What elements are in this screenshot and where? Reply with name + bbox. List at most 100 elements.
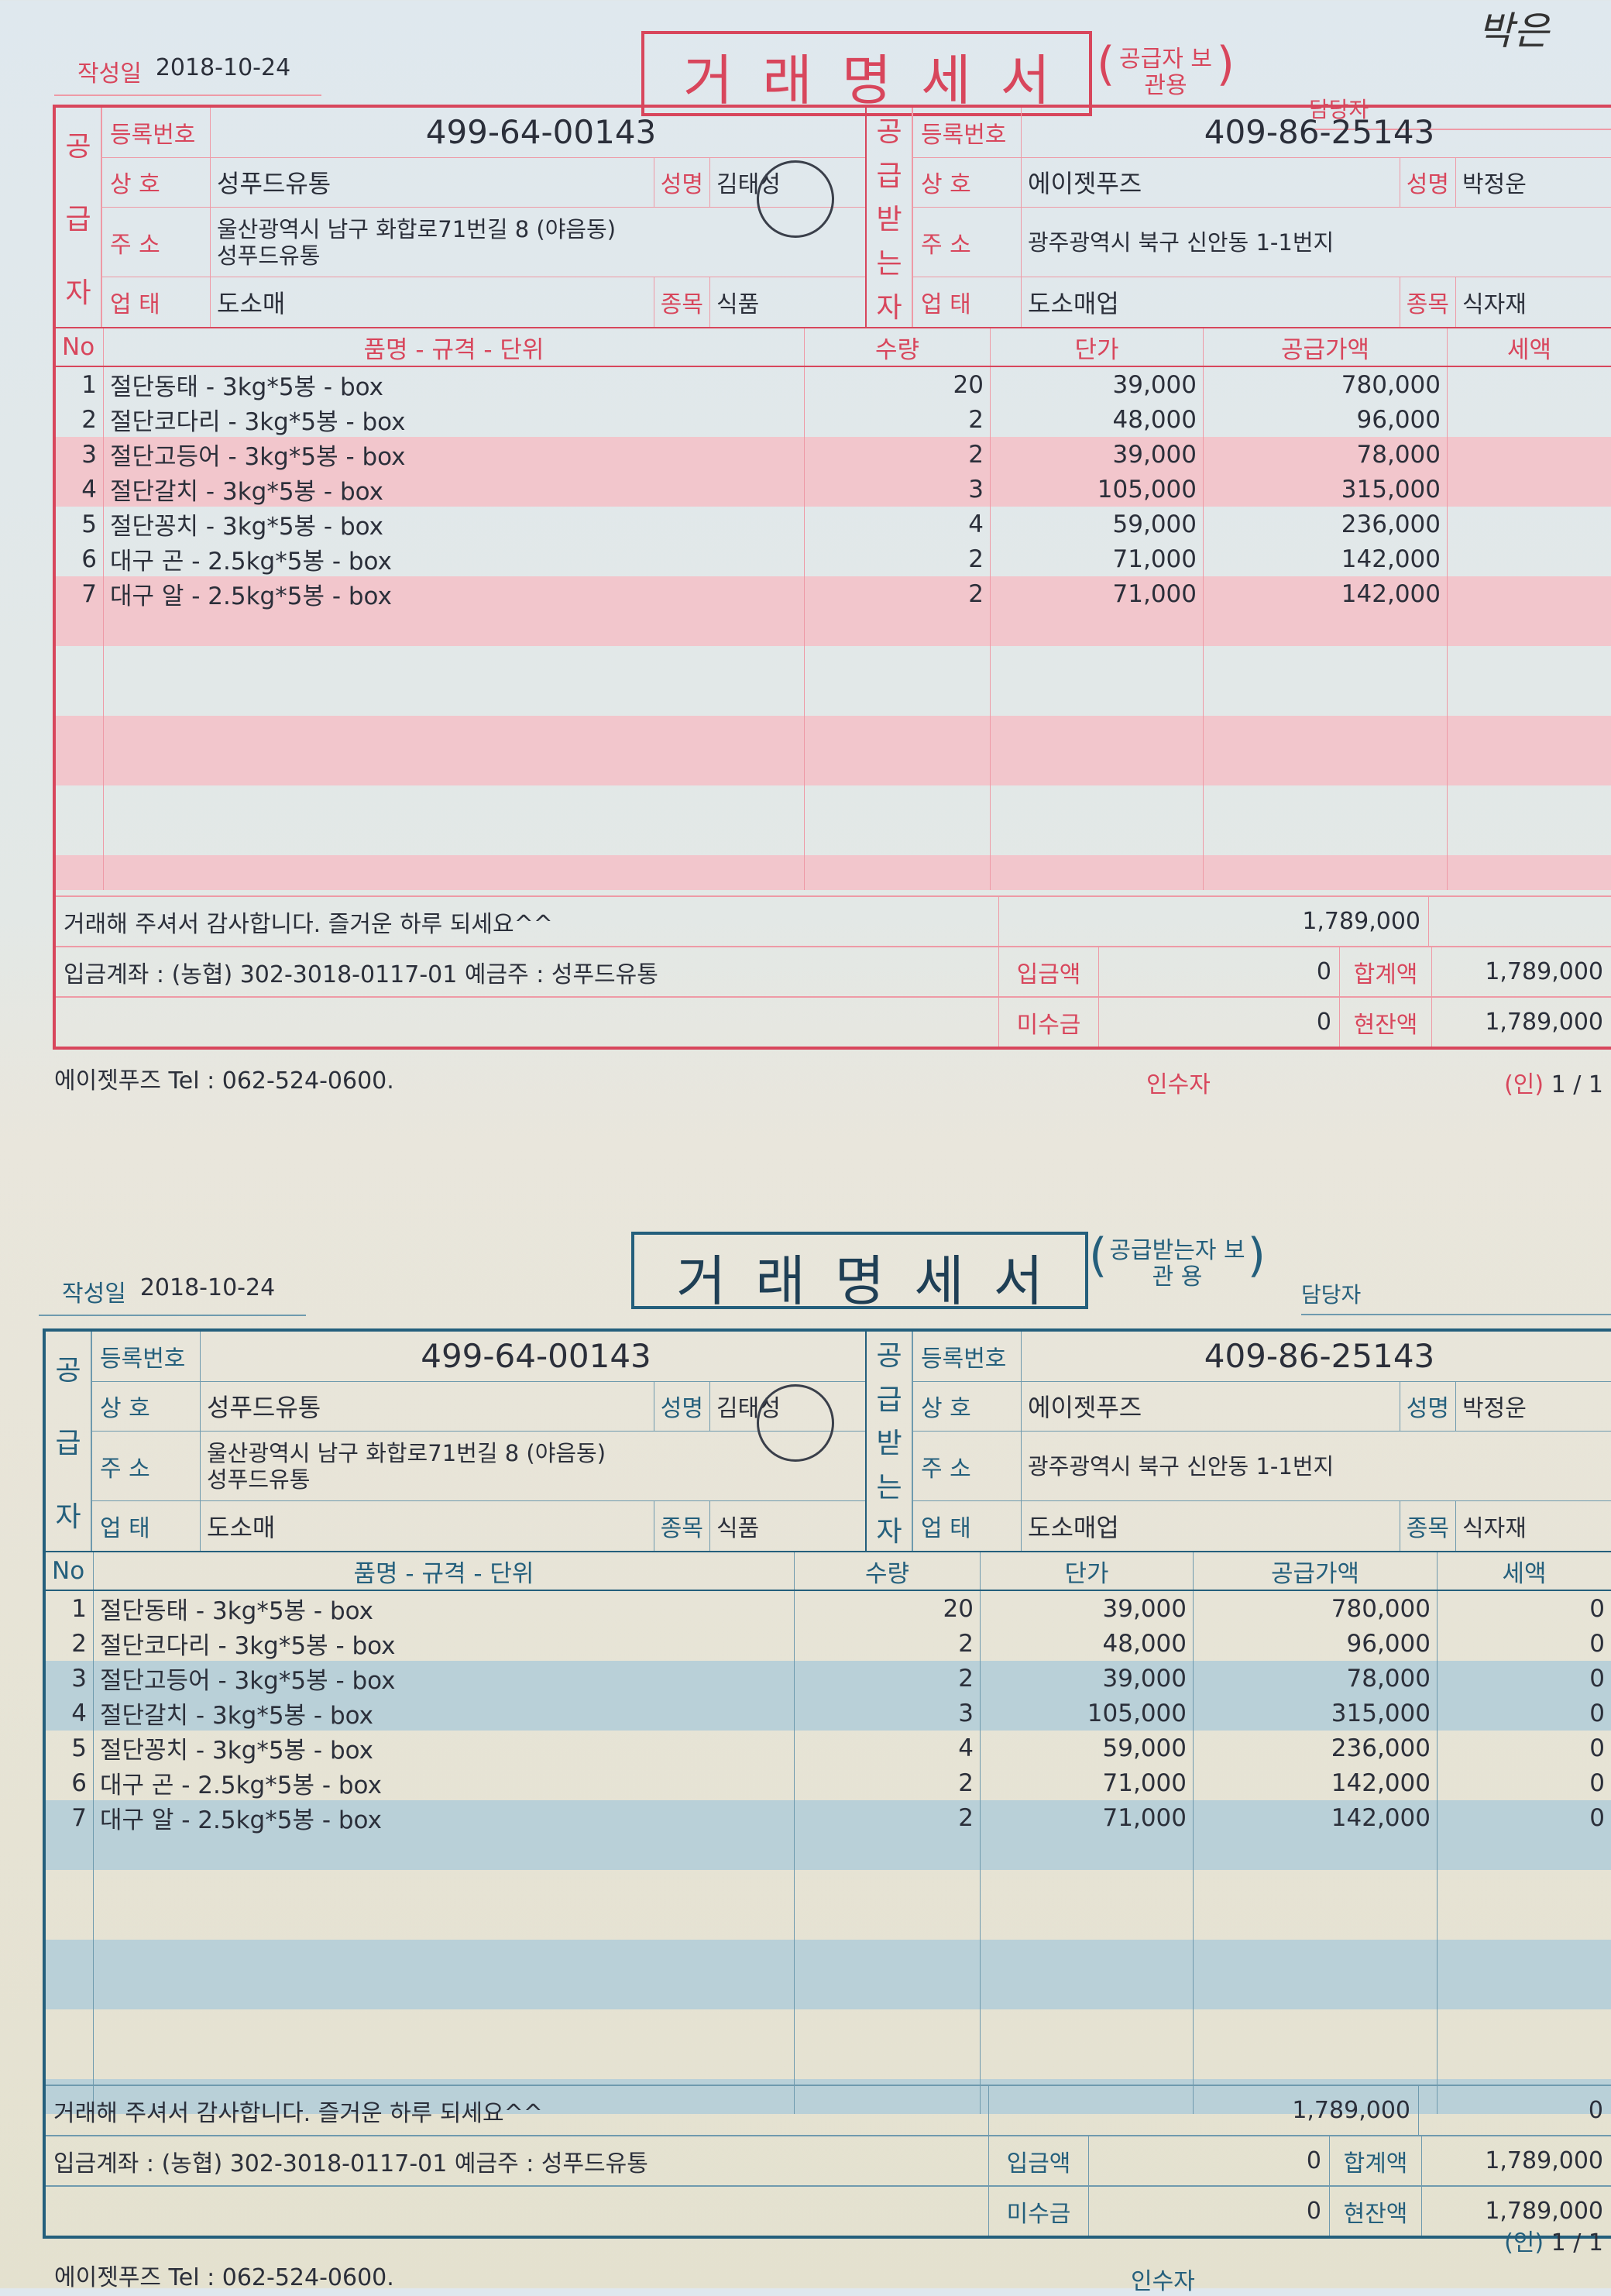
item-row: 5 절단꽁치 - 3kg*5봉 - box 4 59,000 236,000 — [56, 507, 1611, 541]
cell-name: 대구 곤 - 2.5kg*5봉 - box — [104, 541, 805, 576]
cell-qty — [805, 646, 991, 681]
subtotal-amount: 1,789,000 — [988, 2086, 1418, 2135]
empty-row — [56, 611, 1611, 646]
business-item-label: 종목 — [1399, 1501, 1456, 1552]
item-row: 2 절단코다리 - 3kg*5봉 - box 2 48,000 96,000 0 — [46, 1626, 1611, 1661]
thanks-message: 거래해 주셔서 감사합니다. 즐거운 하루 되세요^^ — [53, 2099, 543, 2127]
side-label-char: 자 — [55, 1500, 81, 1533]
side-label-char: 는 — [876, 248, 902, 280]
reg-label: 등록번호 — [913, 108, 1022, 157]
items-header: No 품명 - 규격 - 단위 수량 단가 공급가액 세액 — [56, 328, 1611, 367]
rep-name: 박정운 — [1462, 1395, 1527, 1423]
cell-name: 절단갈치 - 3kg*5봉 - box — [104, 472, 805, 507]
cell-no — [56, 646, 104, 681]
cell-qty: 2 — [795, 1661, 981, 1696]
page-indicator: (인) 1 / 1 — [1504, 1065, 1603, 1099]
cell-amount: 78,000 — [1194, 1661, 1438, 1696]
cell-amount — [1194, 1975, 1438, 2009]
copy-label: 공급자 보관용 — [1097, 46, 1235, 99]
cell-price — [991, 716, 1204, 751]
empty-row — [46, 2044, 1611, 2079]
seal-label: (인) — [1504, 2229, 1544, 2256]
cell-price — [981, 1905, 1194, 1940]
cell-tax — [1448, 437, 1611, 472]
cell-name: 대구 알 - 2.5kg*5봉 - box — [94, 1800, 795, 1835]
cell-amount — [1204, 611, 1448, 646]
side-label-char: 받 — [876, 1428, 902, 1460]
cell-amount: 315,000 — [1194, 1696, 1438, 1731]
cell-tax — [1448, 855, 1611, 890]
cell-qty — [795, 1835, 981, 1870]
side-label-char: 자 — [65, 277, 91, 309]
cell-name — [104, 820, 805, 855]
bank-account: 입금계좌 : (농협) 302-3018-0117-01 예금주 : 성푸드유통 — [53, 2150, 648, 2177]
cell-no: 3 — [56, 437, 104, 472]
business-row: 업 태 도소매업 종목 식자재 — [913, 277, 1611, 328]
cell-price — [981, 2009, 1194, 2044]
supplier-section: 공 급 자 등록번호 499-64-00143 상 호 성푸드유통 성명 김태성 주 소 울산광역시… — [46, 1332, 867, 1552]
manager-label: 담당자 — [1309, 93, 1611, 130]
receiver-fields: 등록번호 409-86-25143 상 호 에이젯푸즈 성명 박정운 주 소 광주광역시 북구… — [913, 1332, 1611, 1552]
cell-qty — [795, 1870, 981, 1905]
business-type: 도소매업 — [1028, 289, 1119, 319]
paid-amount: 0 — [1316, 958, 1331, 985]
cell-no — [46, 2044, 94, 2079]
address-row: 주 소 울산광역시 남구 화합로71번길 8 (야음동) 성푸드유통 — [102, 208, 865, 278]
business-type-label: 업 태 — [102, 277, 211, 328]
seal-label: (인) — [1504, 1071, 1544, 1098]
page-indicator: (인) 1 / 1 — [1504, 2223, 1603, 2257]
reg-row: 등록번호 499-64-00143 — [92, 1332, 865, 1382]
cell-qty: 2 — [795, 1765, 981, 1800]
cell-qty: 3 — [795, 1696, 981, 1731]
side-label-char: 급 — [55, 1428, 81, 1460]
subtotal-tax — [1428, 897, 1611, 946]
date-label: 작성일 — [62, 1280, 126, 1308]
cell-no — [56, 820, 104, 855]
cell-name: 절단고등어 - 3kg*5봉 - box — [94, 1661, 795, 1696]
cell-name — [94, 1940, 795, 1975]
balance-amount: 1,789,000 — [1485, 1009, 1603, 1036]
cell-tax: 0 — [1589, 1594, 1605, 1623]
cell-tax: 0 — [1589, 1768, 1605, 1797]
cell-amount — [1204, 820, 1448, 855]
receiver-sign-label: 인수자 — [1146, 1071, 1211, 1098]
side-label-char: 급 — [876, 1383, 902, 1416]
subtotal-amount: 1,789,000 — [998, 897, 1428, 946]
cell-name — [94, 2044, 795, 2079]
cell-tax: 0 — [1589, 1664, 1605, 1693]
reg-number: 499-64-00143 — [425, 113, 657, 152]
empty-row — [56, 785, 1611, 820]
cell-qty: 2 — [805, 541, 991, 576]
item-row: 4 절단갈치 - 3kg*5봉 - box 3 105,000 315,000 0 — [46, 1696, 1611, 1731]
cell-amount — [1194, 1905, 1438, 1940]
items-grid: No 품명 - 규격 - 단위 수량 단가 공급가액 세액 1 절단동태 - 3kg*5봉 -… — [46, 1552, 1611, 2114]
name-label: 상 호 — [913, 157, 1022, 208]
empty-row — [46, 1975, 1611, 2009]
supplier-section: 공 급 자 등록번호 499-64-00143 상 호 성푸드유통 성명 김태성 주 소 울산광역시… — [56, 108, 867, 328]
cell-qty — [805, 716, 991, 751]
cell-no — [46, 1940, 94, 1975]
cell-price: 39,000 — [991, 437, 1204, 472]
company-name: 에이젯푸즈 — [1028, 1393, 1142, 1423]
cell-price: 71,000 — [991, 541, 1204, 576]
cell-qty — [795, 2079, 981, 2114]
cell-name: 대구 알 - 2.5kg*5봉 - box — [104, 576, 805, 611]
cell-amount — [1194, 2044, 1438, 2079]
cell-tax — [1448, 367, 1611, 402]
cell-tax — [1438, 1940, 1611, 1975]
cell-amount — [1194, 2009, 1438, 2044]
cell-tax — [1438, 1905, 1611, 1940]
side-label-char: 공 — [65, 131, 91, 163]
rep-name: 박정운 — [1462, 171, 1527, 199]
cell-price — [981, 1940, 1194, 1975]
cell-name — [94, 2009, 795, 2044]
cell-price: 71,000 — [981, 1765, 1194, 1800]
reg-number: 409-86-25143 — [1204, 113, 1435, 152]
supplier-fields: 등록번호 499-64-00143 상 호 성푸드유통 성명 김태성 주 소 울산광역시 남구… — [102, 108, 865, 328]
spacer — [56, 998, 998, 1047]
item-row: 1 절단동태 - 3kg*5봉 - box 20 39,000 780,000 — [56, 367, 1611, 402]
name-row: 상 호 성푸드유통 성명 김태성 — [92, 1381, 865, 1432]
cell-qty: 2 — [795, 1800, 981, 1835]
